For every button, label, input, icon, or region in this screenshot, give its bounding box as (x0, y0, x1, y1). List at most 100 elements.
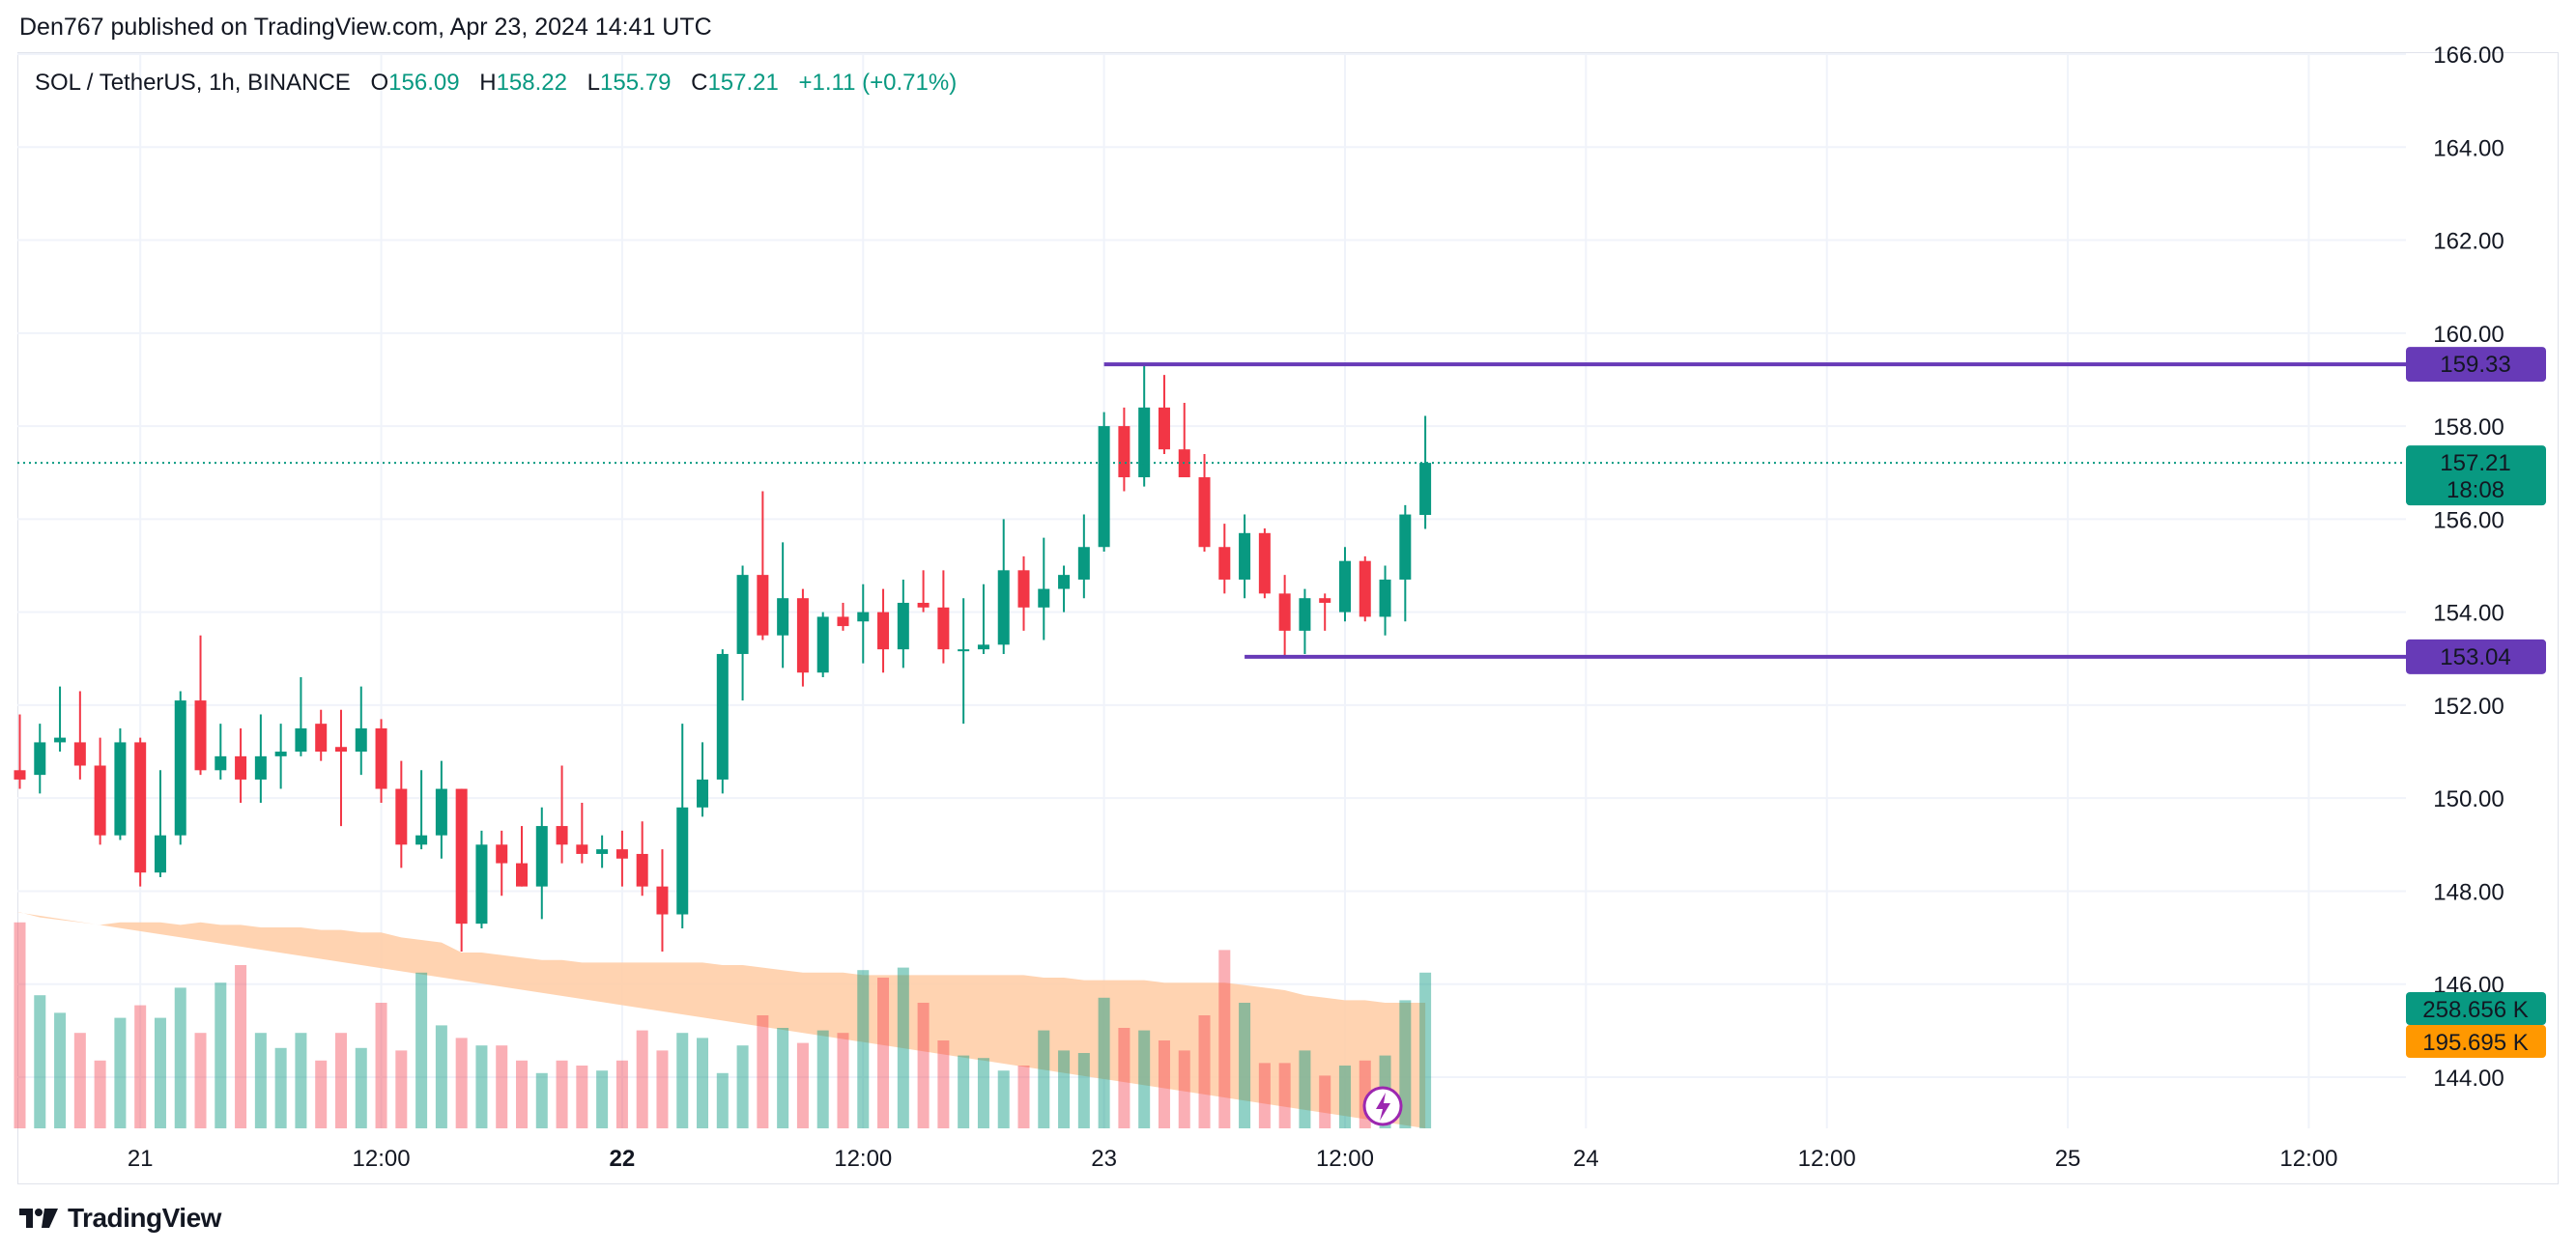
volume-bar (455, 1038, 468, 1128)
candle-body (615, 849, 628, 859)
volume-bar (857, 970, 870, 1128)
volume-bar (1077, 1053, 1090, 1128)
volume-bar (355, 1047, 367, 1128)
candle-body (1299, 598, 1311, 631)
candle-body (997, 570, 1010, 645)
lightning-icon[interactable] (1362, 1086, 1403, 1126)
candle-body (134, 742, 147, 873)
volume-ma-badge-text: 195.695 K (2422, 1030, 2528, 1056)
volume-ma-area (17, 912, 1426, 1128)
candle-body (736, 575, 749, 654)
volume-bar (334, 1033, 347, 1128)
candle-body (716, 653, 729, 780)
candle-body (254, 755, 267, 780)
volume-badge: 258.656 K (2406, 992, 2546, 1025)
candle-body (796, 598, 809, 673)
volume-bar (777, 1028, 789, 1128)
candle-body (355, 727, 367, 753)
candle-body (54, 737, 67, 743)
volume-bar (757, 1015, 769, 1128)
footer-brand[interactable]: TradingView (68, 1203, 221, 1233)
candle-body (34, 742, 46, 776)
last-price-badge-text: 18:08 (2447, 477, 2504, 503)
ohlc-legend: SOL / TetherUS, 1h, BINANCE O156.09 H158… (35, 70, 957, 96)
candle-body (1218, 547, 1231, 580)
volume-bar (496, 1045, 508, 1128)
volume-bar (415, 972, 428, 1128)
volume-bar (837, 1033, 849, 1128)
candle-body (295, 727, 307, 753)
volume-bar (937, 1040, 950, 1128)
volume-bar (1038, 1030, 1050, 1128)
last-price-badge-bg (2406, 445, 2546, 506)
volume-bar (194, 1033, 207, 1128)
candle-body (1419, 463, 1432, 516)
footer: TradingView (19, 1203, 221, 1234)
resistance-price-badge-text: 159.33 (2440, 352, 2510, 378)
volume-bar (1138, 1030, 1151, 1128)
volume-bar (1198, 1015, 1211, 1128)
time-tick-label: 23 (1091, 1146, 1117, 1172)
volume-bar (816, 1030, 829, 1128)
candle-body (475, 844, 488, 925)
price-tick-label: 166.00 (2433, 43, 2504, 69)
time-tick-label: 24 (1573, 1146, 1599, 1172)
candle-body (917, 603, 930, 608)
volume-bar (1017, 1066, 1030, 1128)
price-tick-label: 156.00 (2433, 507, 2504, 533)
candle-body (235, 755, 247, 780)
candle-body (1038, 588, 1050, 608)
volume-bar (174, 987, 186, 1128)
time-axis: 21 12:00 22 12:00 23 12:00 24 12:00 25 12:00 (128, 1146, 2338, 1172)
volume-bar (697, 1038, 709, 1128)
volume-bar (917, 1003, 930, 1128)
volume-bar (656, 1050, 669, 1128)
volume-bar (235, 965, 247, 1128)
volume-bar (736, 1045, 749, 1128)
candle-body (977, 644, 989, 650)
tradingview-logo-icon (19, 1209, 58, 1228)
candle-body (1077, 547, 1090, 580)
volume-bar (596, 1070, 609, 1128)
volume-bar (1218, 950, 1231, 1128)
volume-bar (274, 1047, 287, 1128)
candle-body (1138, 407, 1151, 478)
volume-bar (977, 1058, 989, 1128)
volume-badge-text: 258.656 K (2422, 997, 2528, 1023)
volume-bar (134, 1005, 147, 1128)
candle-body (415, 835, 428, 845)
candle-body (1118, 426, 1131, 478)
price-tick-label: 158.00 (2433, 414, 2504, 441)
candle-body (315, 724, 328, 753)
candle-body (1239, 532, 1251, 580)
resistance-price-badge: 159.33 (2406, 347, 2546, 383)
candle-body (94, 765, 106, 836)
grid (17, 53, 2406, 1128)
candle-body (1338, 560, 1351, 612)
candle-body (1058, 575, 1071, 589)
candle-body (837, 616, 849, 627)
volume-pane (14, 912, 1432, 1128)
volume-bar (556, 1060, 568, 1128)
horizontal-levels (17, 362, 2406, 659)
volume-bar (154, 1017, 166, 1128)
time-tick-label: 12:00 (353, 1146, 411, 1172)
volume-ma-badge-bg (2406, 1025, 2546, 1058)
resistance-price-badge-bg (2406, 347, 2546, 383)
candle-body (958, 649, 970, 652)
price-tick-label: 162.00 (2433, 229, 2504, 255)
candle-body (697, 779, 709, 808)
candle-body (1319, 598, 1331, 604)
candle-body (1258, 532, 1271, 594)
candle-body (656, 886, 669, 915)
candle-body (757, 575, 769, 636)
chart-frame[interactable] (17, 52, 2559, 1184)
candle-body (215, 755, 227, 771)
volume-bar (1258, 1063, 1271, 1128)
candle-body (897, 603, 909, 650)
volume-ma-badge: 195.695 K (2406, 1025, 2546, 1058)
support-price-badge: 153.04 (2406, 639, 2546, 674)
volume-bar (295, 1033, 307, 1128)
